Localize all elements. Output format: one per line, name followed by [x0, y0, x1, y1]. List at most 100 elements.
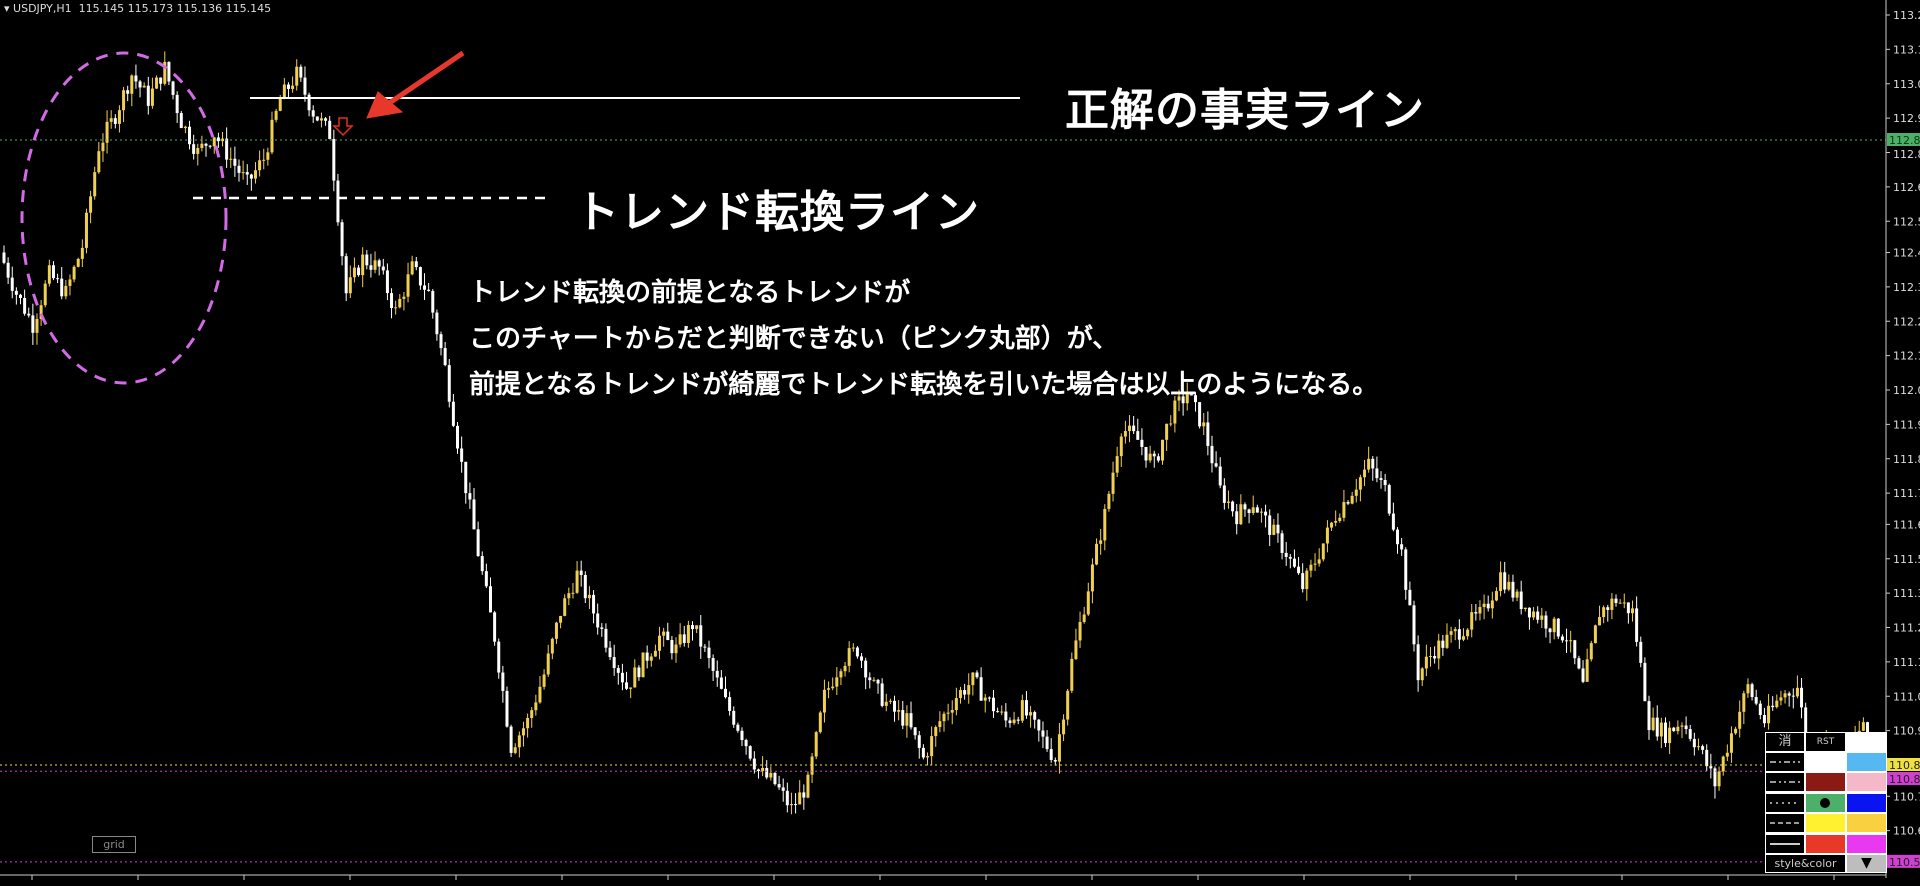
candle-body	[567, 593, 571, 599]
color-swatch[interactable]	[1846, 813, 1887, 834]
candle-body	[447, 365, 451, 402]
candle-body	[1325, 527, 1329, 544]
candle-body	[789, 804, 793, 806]
candle-body	[357, 267, 361, 276]
candle-body	[175, 94, 179, 114]
candle-body	[600, 627, 604, 629]
price-tick-label: 111.28	[1893, 622, 1920, 635]
candle-body	[1288, 556, 1292, 559]
color-swatch[interactable]	[1805, 833, 1846, 854]
candle-body	[1701, 746, 1705, 750]
candle-body	[748, 746, 752, 759]
color-swatch[interactable]	[1805, 792, 1846, 813]
candle-body	[1651, 717, 1655, 731]
candle-body	[171, 81, 175, 95]
candle-body	[625, 682, 629, 689]
candle-body	[538, 686, 542, 703]
candle-body	[682, 634, 686, 643]
candle-body	[765, 767, 769, 778]
candle-body	[319, 118, 323, 121]
price-tick-label: 111.93	[1893, 418, 1920, 431]
line-style-dash-dot-dot[interactable]	[1765, 772, 1805, 793]
price-marker-label: 110.53	[1889, 856, 1920, 869]
candle-body	[740, 730, 744, 740]
candle-body	[225, 138, 229, 160]
candle-body	[1140, 439, 1144, 448]
candle-body	[872, 679, 876, 681]
price-tick-label: 112.91	[1893, 112, 1920, 125]
candle-body	[1503, 572, 1507, 590]
color-swatch[interactable]	[1846, 772, 1887, 793]
candle-body	[237, 165, 241, 173]
reset-button[interactable]: RST	[1805, 732, 1846, 752]
candle-body	[1074, 640, 1078, 659]
candle-body	[1391, 513, 1395, 530]
color-swatch[interactable]	[1805, 772, 1846, 793]
line-style-solid[interactable]	[1765, 833, 1805, 854]
price-tick-label: 112.80	[1893, 148, 1920, 161]
candle-body	[851, 647, 855, 649]
candle-body	[84, 212, 88, 248]
color-swatch[interactable]	[1846, 833, 1887, 854]
line-style-dot[interactable]	[1765, 792, 1805, 813]
line-style-dash[interactable]	[1765, 813, 1805, 834]
candle-body	[1107, 493, 1111, 509]
candle-body	[179, 113, 183, 129]
candle-body	[785, 790, 789, 806]
line-style-dash-dot[interactable]	[1765, 752, 1805, 772]
line-style-icon	[1770, 781, 1800, 784]
candle-body	[1676, 726, 1680, 732]
color-swatch[interactable]	[1805, 813, 1846, 834]
candle-body	[592, 594, 596, 614]
candle-body	[1367, 458, 1371, 470]
clear-button[interactable]: 消	[1765, 732, 1805, 752]
candle-body	[542, 674, 546, 687]
candle-body	[1445, 634, 1449, 648]
candle-body	[1099, 540, 1103, 544]
candle-body	[1800, 687, 1804, 708]
candle-body	[1305, 570, 1309, 590]
candle-body	[756, 769, 760, 772]
candle-body	[1610, 598, 1614, 610]
price-marker-badge	[1887, 133, 1920, 146]
candle-body	[1713, 768, 1717, 787]
candle-body	[658, 635, 662, 651]
color-swatch[interactable]	[1846, 752, 1887, 772]
candle-body	[814, 732, 818, 757]
candle-body	[1762, 714, 1766, 724]
candle-body	[1185, 394, 1189, 404]
candle-body	[1453, 629, 1457, 632]
candle-body	[340, 222, 344, 257]
candle-body	[1598, 617, 1602, 626]
candle-body	[126, 90, 130, 94]
candle-body	[51, 265, 55, 279]
candle-body	[1544, 615, 1548, 629]
candle-body	[410, 261, 414, 275]
candle-body	[23, 297, 27, 314]
color-swatch[interactable]	[1805, 752, 1846, 772]
candle-body	[761, 767, 765, 772]
candle-body	[917, 735, 921, 748]
candle-body	[662, 631, 666, 636]
color-swatch[interactable]	[1846, 792, 1887, 813]
candle-body	[802, 792, 806, 798]
candle-body	[678, 634, 682, 645]
candle-body	[142, 85, 146, 88]
scroll-down-button[interactable]: ▼	[1846, 854, 1887, 873]
candle-body	[282, 84, 286, 99]
candle-body	[1709, 766, 1713, 769]
paragraph-line: トレンド転換の前提となるトレンドが	[469, 278, 911, 308]
candle-body	[901, 710, 905, 726]
candle-body	[159, 77, 163, 84]
candle-body	[752, 758, 756, 770]
candle-body	[860, 656, 864, 661]
candle-body	[1181, 396, 1185, 404]
candle-body	[1156, 456, 1160, 461]
candle-body	[1560, 636, 1564, 641]
candle-body	[1635, 608, 1639, 642]
candle-body	[1428, 656, 1432, 658]
candle-body	[868, 677, 872, 681]
candle-body	[827, 688, 831, 690]
grid-button[interactable]: grid	[92, 836, 136, 853]
